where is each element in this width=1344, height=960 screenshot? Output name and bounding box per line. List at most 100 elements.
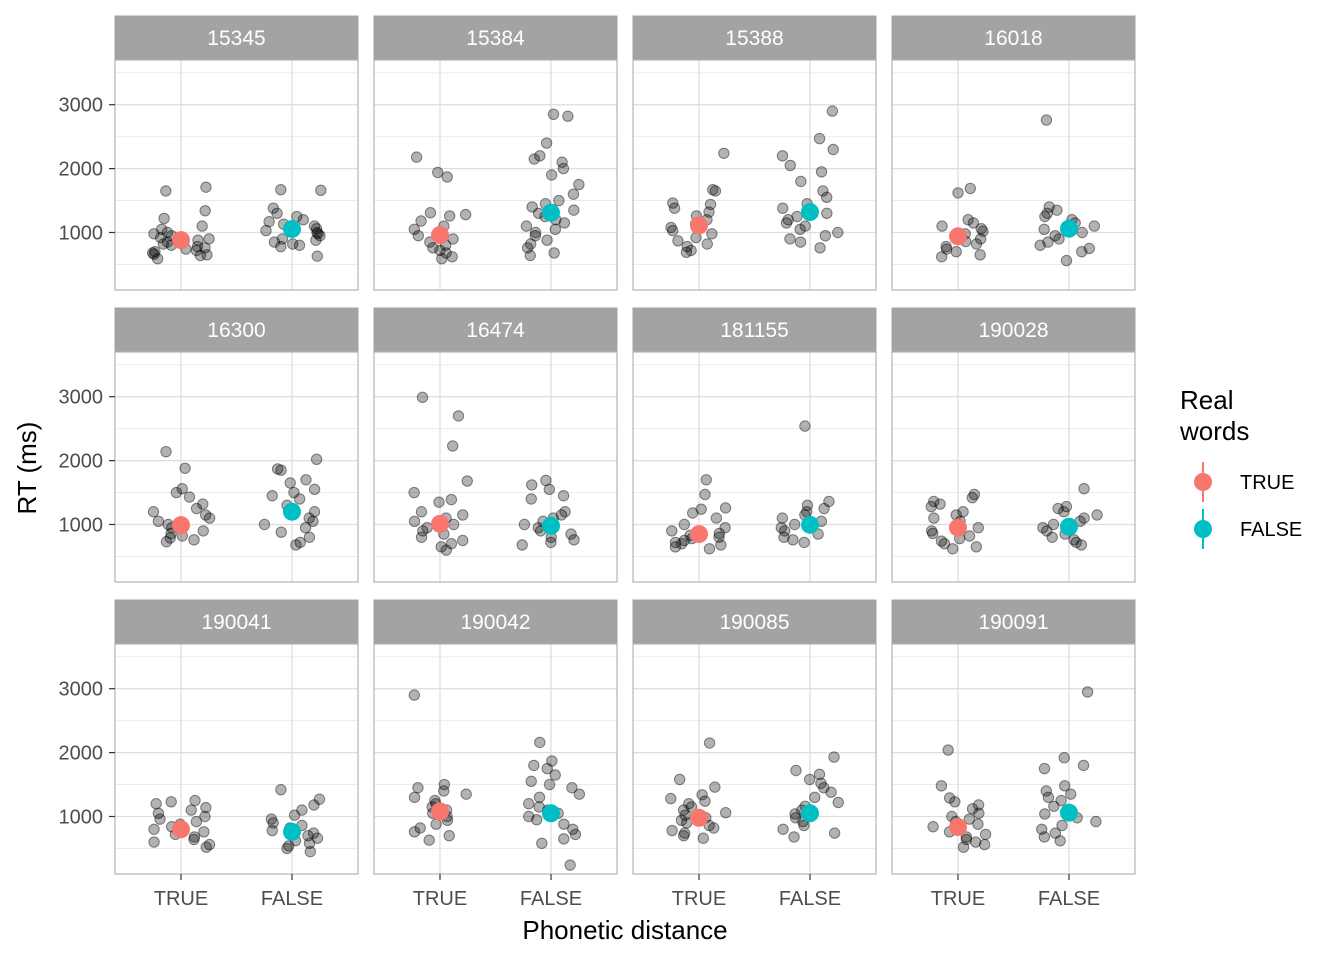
data-point <box>460 788 472 800</box>
data-point <box>1068 534 1080 546</box>
mean-point-true <box>949 227 967 246</box>
data-point <box>1038 831 1051 843</box>
data-point <box>524 249 536 262</box>
data-point <box>1088 220 1100 232</box>
data-point <box>966 803 979 815</box>
data-point <box>299 521 312 534</box>
data-point <box>518 518 531 531</box>
panel-16474: 16474 <box>373 307 618 583</box>
panel-strip <box>114 307 359 353</box>
mean-point-false <box>542 804 560 823</box>
data-point <box>1034 239 1046 251</box>
data-point <box>776 150 789 162</box>
mean-point-false <box>283 822 301 841</box>
y-tick-label: 2000 <box>59 159 104 181</box>
data-point <box>408 223 421 236</box>
data-point <box>412 229 425 242</box>
data-point <box>938 537 951 550</box>
panel-border <box>891 351 1136 583</box>
data-point <box>294 536 306 549</box>
data-point <box>541 234 553 246</box>
data-point <box>308 506 321 518</box>
data-point <box>707 183 719 196</box>
data-point <box>1083 242 1096 255</box>
panel-strip-label: 15345 <box>207 27 265 50</box>
data-point <box>191 240 204 253</box>
data-point <box>950 245 962 258</box>
data-point <box>443 210 456 222</box>
data-point <box>665 792 677 805</box>
data-point <box>199 810 211 823</box>
data-point <box>720 806 732 819</box>
data-point <box>1070 536 1082 549</box>
data-point <box>823 495 835 508</box>
data-point <box>1054 835 1066 847</box>
data-point <box>789 812 802 824</box>
data-point <box>415 531 428 543</box>
panel-strip <box>632 307 877 353</box>
data-point <box>190 815 203 828</box>
data-point <box>293 493 306 505</box>
panel-background <box>374 352 617 582</box>
data-point <box>165 527 177 540</box>
data-point <box>516 539 528 551</box>
data-point <box>290 539 302 551</box>
data-point <box>260 224 272 237</box>
data-point <box>461 475 473 487</box>
data-point <box>683 798 695 810</box>
data-point <box>263 215 275 228</box>
data-point <box>1038 223 1050 236</box>
data-point <box>803 773 816 786</box>
data-point <box>529 229 541 242</box>
panel-190085: 190085 <box>632 599 877 875</box>
data-point <box>558 833 570 845</box>
mean-point-true <box>690 216 708 235</box>
data-point <box>525 493 537 505</box>
mean-point-false <box>542 516 560 535</box>
data-point <box>703 737 716 749</box>
data-point <box>782 214 794 226</box>
data-point <box>960 831 973 843</box>
data-point <box>1051 204 1063 216</box>
data-point <box>975 222 987 235</box>
panel-strip <box>114 15 359 61</box>
data-point <box>669 536 682 549</box>
legend-label-true: TRUE <box>1240 472 1294 494</box>
data-point <box>427 242 439 254</box>
data-point <box>974 249 986 261</box>
data-point <box>940 243 953 255</box>
data-point <box>148 248 160 260</box>
panel-15384: 15384 <box>373 15 618 291</box>
data-point <box>974 233 987 245</box>
data-point <box>157 238 170 250</box>
data-point <box>148 228 160 240</box>
panel-border <box>632 351 877 583</box>
data-point <box>936 220 948 232</box>
data-point <box>935 535 948 547</box>
data-point <box>303 837 316 850</box>
data-point <box>533 801 545 813</box>
data-point <box>1078 512 1090 524</box>
data-point <box>709 185 722 197</box>
data-point <box>719 502 732 514</box>
mean-point-false <box>542 203 560 222</box>
data-point <box>188 833 200 846</box>
data-point <box>410 151 423 163</box>
data-point <box>200 801 212 814</box>
panel-border <box>114 59 359 291</box>
data-point <box>703 206 715 218</box>
data-point <box>271 463 284 475</box>
data-point <box>311 832 324 844</box>
y-tick-label: 3000 <box>59 95 104 117</box>
data-point <box>549 769 561 781</box>
data-point <box>302 829 314 842</box>
data-point <box>267 817 279 829</box>
data-point <box>968 488 981 501</box>
x-tick-label: FALSE <box>520 888 582 910</box>
data-point <box>925 525 938 537</box>
data-point <box>432 166 444 179</box>
panel-strip-label: 16018 <box>984 27 1042 50</box>
data-point <box>573 178 585 191</box>
data-point <box>567 188 580 200</box>
data-point <box>146 247 159 259</box>
